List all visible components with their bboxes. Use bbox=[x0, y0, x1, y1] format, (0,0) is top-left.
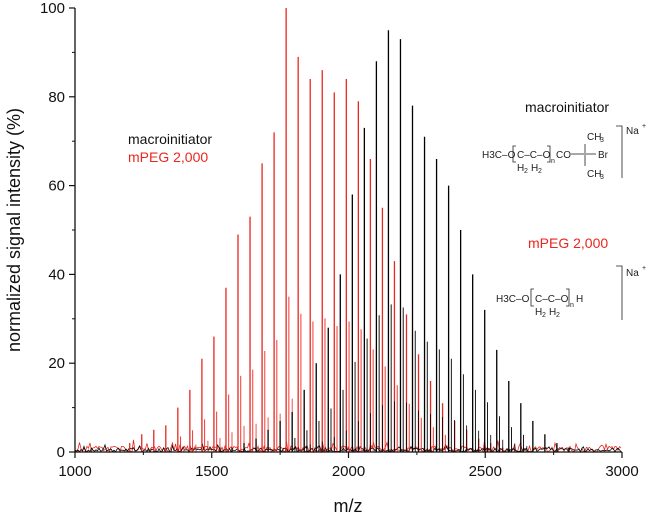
y-ticks: 0 20 40 60 80 100 bbox=[40, 0, 75, 461]
mpeg-structure-title: mPEG 2,000 bbox=[528, 235, 608, 251]
legend-macroinitiator: macroinitiator bbox=[128, 131, 212, 147]
chem-h3co: H3C–O bbox=[482, 150, 516, 161]
chem2-na: Na bbox=[626, 268, 639, 279]
chem-ch2ch2: C–C–O bbox=[517, 150, 551, 161]
chem2-h: H bbox=[576, 294, 583, 305]
chem2-h2b: H bbox=[549, 307, 556, 318]
macroinitiator-series bbox=[219, 30, 570, 452]
chem2-sub2a: 2 bbox=[542, 312, 546, 319]
chem-br: Br bbox=[598, 150, 609, 161]
macroinitiator-structure-title: macroinitiator bbox=[525, 99, 609, 115]
x-ticks: 1000 1500 2000 2500 3000 bbox=[58, 452, 639, 480]
chem-ch3-bottom-sub: 3 bbox=[600, 174, 604, 181]
x-axis-title: m/z bbox=[334, 496, 363, 516]
chem2-sub2b: 2 bbox=[556, 312, 560, 319]
y-tick-label: 20 bbox=[48, 355, 65, 372]
x-tick-label: 1500 bbox=[195, 463, 228, 480]
chem-co: CO bbox=[556, 150, 571, 161]
y-tick-label: 40 bbox=[48, 266, 65, 283]
chem-h2a: H bbox=[517, 163, 524, 174]
x-tick-label: 2500 bbox=[469, 463, 502, 480]
x-tick-label: 2000 bbox=[332, 463, 365, 480]
chem-ch3-bottom: CH bbox=[587, 169, 601, 180]
chem-h2b: H bbox=[531, 163, 538, 174]
chem-sub2b: 2 bbox=[538, 168, 542, 175]
chem-ch3-top-sub: 3 bbox=[600, 137, 604, 144]
y-axis-title: normalized signal intensity (%) bbox=[4, 108, 24, 352]
y-tick-label: 100 bbox=[40, 0, 65, 17]
chem2-h3co: H3C–O bbox=[496, 294, 530, 305]
y-tick-label: 80 bbox=[48, 89, 65, 106]
x-tick-label: 3000 bbox=[605, 463, 638, 480]
chem-na: Na bbox=[626, 126, 639, 137]
chem2-ch2ch2: C–C–O bbox=[535, 294, 569, 305]
chem2-n: n bbox=[570, 302, 574, 309]
chem-n: n bbox=[551, 158, 555, 165]
chem-plus: + bbox=[642, 123, 646, 130]
y-tick-label: 0 bbox=[57, 444, 65, 461]
chem-ch3-top: CH bbox=[587, 132, 601, 143]
macroinitiator-structure: macroinitiator H3C–O C–C–O H 2 H 2 n CO … bbox=[482, 99, 646, 181]
chem2-h2a: H bbox=[535, 307, 542, 318]
x-tick-label: 1000 bbox=[58, 463, 91, 480]
chem2-plus: + bbox=[642, 265, 646, 272]
y-tick-label: 60 bbox=[48, 178, 65, 195]
mpeg-structure: mPEG 2,000 H3C–O C–C–O H 2 H 2 n H Na + bbox=[496, 235, 646, 320]
legend-mpeg: mPEG 2,000 bbox=[128, 149, 208, 165]
chem-sub2a: 2 bbox=[524, 168, 528, 175]
